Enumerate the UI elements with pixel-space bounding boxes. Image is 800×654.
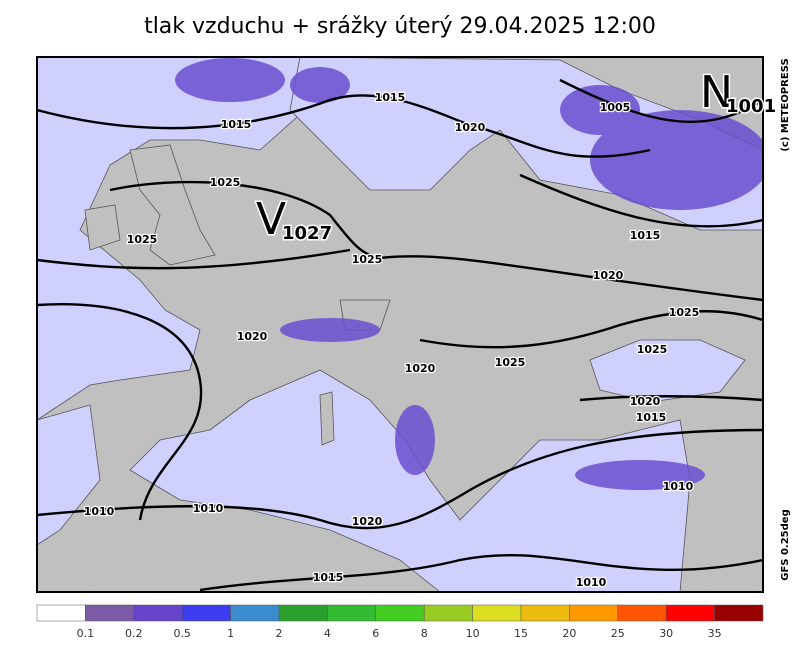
colorbar-swatch	[569, 604, 619, 622]
colorbar-swatch	[36, 604, 86, 622]
colorbar-swatch	[181, 604, 231, 622]
colorbar-swatch	[375, 604, 425, 622]
isobar-label: 1015	[313, 571, 344, 584]
colorbar-swatch	[85, 604, 135, 622]
colorbar-label: 10	[466, 627, 480, 640]
pressure-center-letter: V	[256, 194, 286, 245]
colorbar-label: 30	[659, 627, 673, 640]
colorbar-label: 6	[372, 627, 379, 640]
colorbar-label: 4	[324, 627, 331, 640]
precipitation	[175, 58, 763, 490]
credit: (c) METEOPRESS	[780, 58, 791, 151]
pressure-center-value: 1001	[726, 96, 776, 117]
isobar-label: 1015	[630, 229, 661, 242]
isobar-label: 1020	[405, 362, 436, 375]
isobar-label: 1020	[455, 121, 486, 134]
colorbar-label: 35	[708, 627, 722, 640]
isobar-label: 1005	[600, 101, 631, 114]
colorbar-label: 25	[611, 627, 625, 640]
isobar-label: 1020	[593, 269, 624, 282]
isobar-label: 1025	[495, 356, 526, 369]
map-labels: 1015 1020 1005 1015 1025 1025 1025 1015 1020 1025…	[82, 66, 777, 591]
isobar-label: 1020	[352, 515, 383, 528]
map-frame	[36, 56, 764, 593]
isobar-label: 1025	[127, 233, 158, 246]
isobar-label: 1015	[636, 411, 667, 424]
pressure-center-value: 1027	[282, 223, 332, 244]
isobar-label: 1025	[352, 253, 383, 266]
colorbar-label: 20	[562, 627, 576, 640]
title: tlak vzduchu + srážky úterý 29.04.2025 1…	[144, 14, 656, 39]
isobar-label: 1010	[84, 505, 115, 518]
colorbar-label: 2	[276, 627, 283, 640]
colorbar-label: 8	[421, 627, 428, 640]
colorbar-label: 1	[227, 627, 234, 640]
colorbar-swatch	[714, 604, 764, 622]
colorbar-swatch	[423, 604, 473, 622]
isobar-label: 1010	[193, 502, 224, 515]
colorbar-label: 15	[514, 627, 528, 640]
map	[37, 57, 763, 592]
isobar-label: 1010	[663, 480, 694, 493]
colorbar-swatch	[133, 604, 183, 622]
colorbar-swatch	[665, 604, 715, 622]
colorbar-swatch	[520, 604, 570, 622]
colorbar-label: 0.2	[125, 627, 143, 640]
isobar-label: 1025	[669, 306, 700, 319]
colorbar-swatch	[327, 604, 377, 622]
isobar-label: 1015	[375, 91, 406, 104]
model: GFS 0.25deg	[780, 509, 791, 581]
isobar-label: 1015	[221, 118, 252, 131]
colorbar-swatch	[278, 604, 328, 622]
isobar-label: 1020	[630, 395, 661, 408]
colorbar-label: 0.5	[173, 627, 191, 640]
isobar-label: 1025	[637, 343, 668, 356]
pressure-center-letter: N	[700, 67, 733, 118]
isobar-label: 1010	[576, 576, 607, 589]
isobar-label: 1025	[210, 176, 241, 189]
colorbar-swatch	[230, 604, 280, 622]
isobar-label: 1020	[237, 330, 268, 343]
colorbar-label: 0.1	[77, 627, 95, 640]
colorbar-swatch	[472, 604, 522, 622]
isobars	[37, 78, 763, 592]
colorbar: 0.1 0.2 0.5 1 2 4 6 8 10 15 20 25 30 35	[36, 604, 764, 640]
colorbar-swatch	[617, 604, 667, 622]
